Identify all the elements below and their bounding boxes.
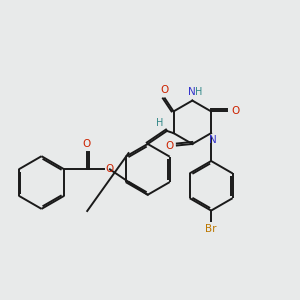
Text: O: O [160, 85, 168, 95]
Text: N: N [188, 86, 196, 97]
Text: H: H [156, 118, 164, 128]
Text: O: O [106, 164, 114, 174]
Text: Br: Br [206, 224, 217, 234]
Text: O: O [231, 106, 239, 116]
Text: N: N [209, 135, 217, 145]
Text: O: O [165, 140, 173, 151]
Text: H: H [196, 86, 203, 97]
Text: O: O [82, 139, 91, 148]
